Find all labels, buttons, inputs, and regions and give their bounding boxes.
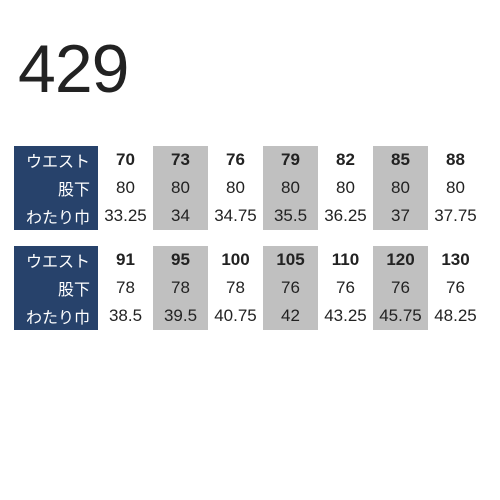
value-cell: 85 — [373, 146, 428, 174]
value-cell: 76 — [373, 274, 428, 302]
product-code: 429 — [18, 30, 486, 108]
table-row: わたり巾38.539.540.754243.2545.7548.25 — [14, 302, 486, 330]
row-label: わたり巾 — [14, 302, 98, 330]
size-table-2: ウエスト9195100105110120130股下78787876767676わ… — [14, 246, 486, 330]
value-cell: 33.25 — [98, 202, 153, 230]
value-cell: 80 — [263, 174, 318, 202]
row-label: ウエスト — [14, 146, 98, 174]
value-cell: 80 — [318, 174, 373, 202]
row-label: 股下 — [14, 174, 98, 202]
value-cell: 39.5 — [153, 302, 208, 330]
value-cell: 105 — [263, 246, 318, 274]
value-cell: 35.5 — [263, 202, 318, 230]
table-row: わたり巾33.253434.7535.536.253737.75 — [14, 202, 486, 230]
value-cell: 45.75 — [373, 302, 428, 330]
table-row: ウエスト9195100105110120130 — [14, 246, 486, 274]
value-cell: 76 — [208, 146, 263, 174]
value-cell: 80 — [428, 174, 483, 202]
value-cell: 80 — [373, 174, 428, 202]
value-cell: 48.25 — [428, 302, 483, 330]
value-cell: 88 — [428, 146, 483, 174]
value-cell: 73 — [153, 146, 208, 174]
value-cell: 78 — [98, 274, 153, 302]
value-cell: 120 — [373, 246, 428, 274]
value-cell: 34 — [153, 202, 208, 230]
value-cell: 76 — [318, 274, 373, 302]
value-cell: 43.25 — [318, 302, 373, 330]
value-cell: 80 — [208, 174, 263, 202]
table-row: 股下78787876767676 — [14, 274, 486, 302]
value-cell: 36.25 — [318, 202, 373, 230]
value-cell: 37 — [373, 202, 428, 230]
value-cell: 95 — [153, 246, 208, 274]
value-cell: 110 — [318, 246, 373, 274]
row-label: ウエスト — [14, 246, 98, 274]
value-cell: 70 — [98, 146, 153, 174]
value-cell: 78 — [208, 274, 263, 302]
value-cell: 91 — [98, 246, 153, 274]
value-cell: 38.5 — [98, 302, 153, 330]
value-cell: 40.75 — [208, 302, 263, 330]
value-cell: 82 — [318, 146, 373, 174]
value-cell: 76 — [428, 274, 483, 302]
value-cell: 78 — [153, 274, 208, 302]
value-cell: 100 — [208, 246, 263, 274]
value-cell: 76 — [263, 274, 318, 302]
size-table-1: ウエスト70737679828588股下80808080808080わたり巾33… — [14, 146, 486, 230]
value-cell: 34.75 — [208, 202, 263, 230]
table-row: ウエスト70737679828588 — [14, 146, 486, 174]
table-row: 股下80808080808080 — [14, 174, 486, 202]
value-cell: 37.75 — [428, 202, 483, 230]
value-cell: 42 — [263, 302, 318, 330]
value-cell: 79 — [263, 146, 318, 174]
value-cell: 80 — [153, 174, 208, 202]
row-label: 股下 — [14, 274, 98, 302]
value-cell: 130 — [428, 246, 483, 274]
value-cell: 80 — [98, 174, 153, 202]
row-label: わたり巾 — [14, 202, 98, 230]
